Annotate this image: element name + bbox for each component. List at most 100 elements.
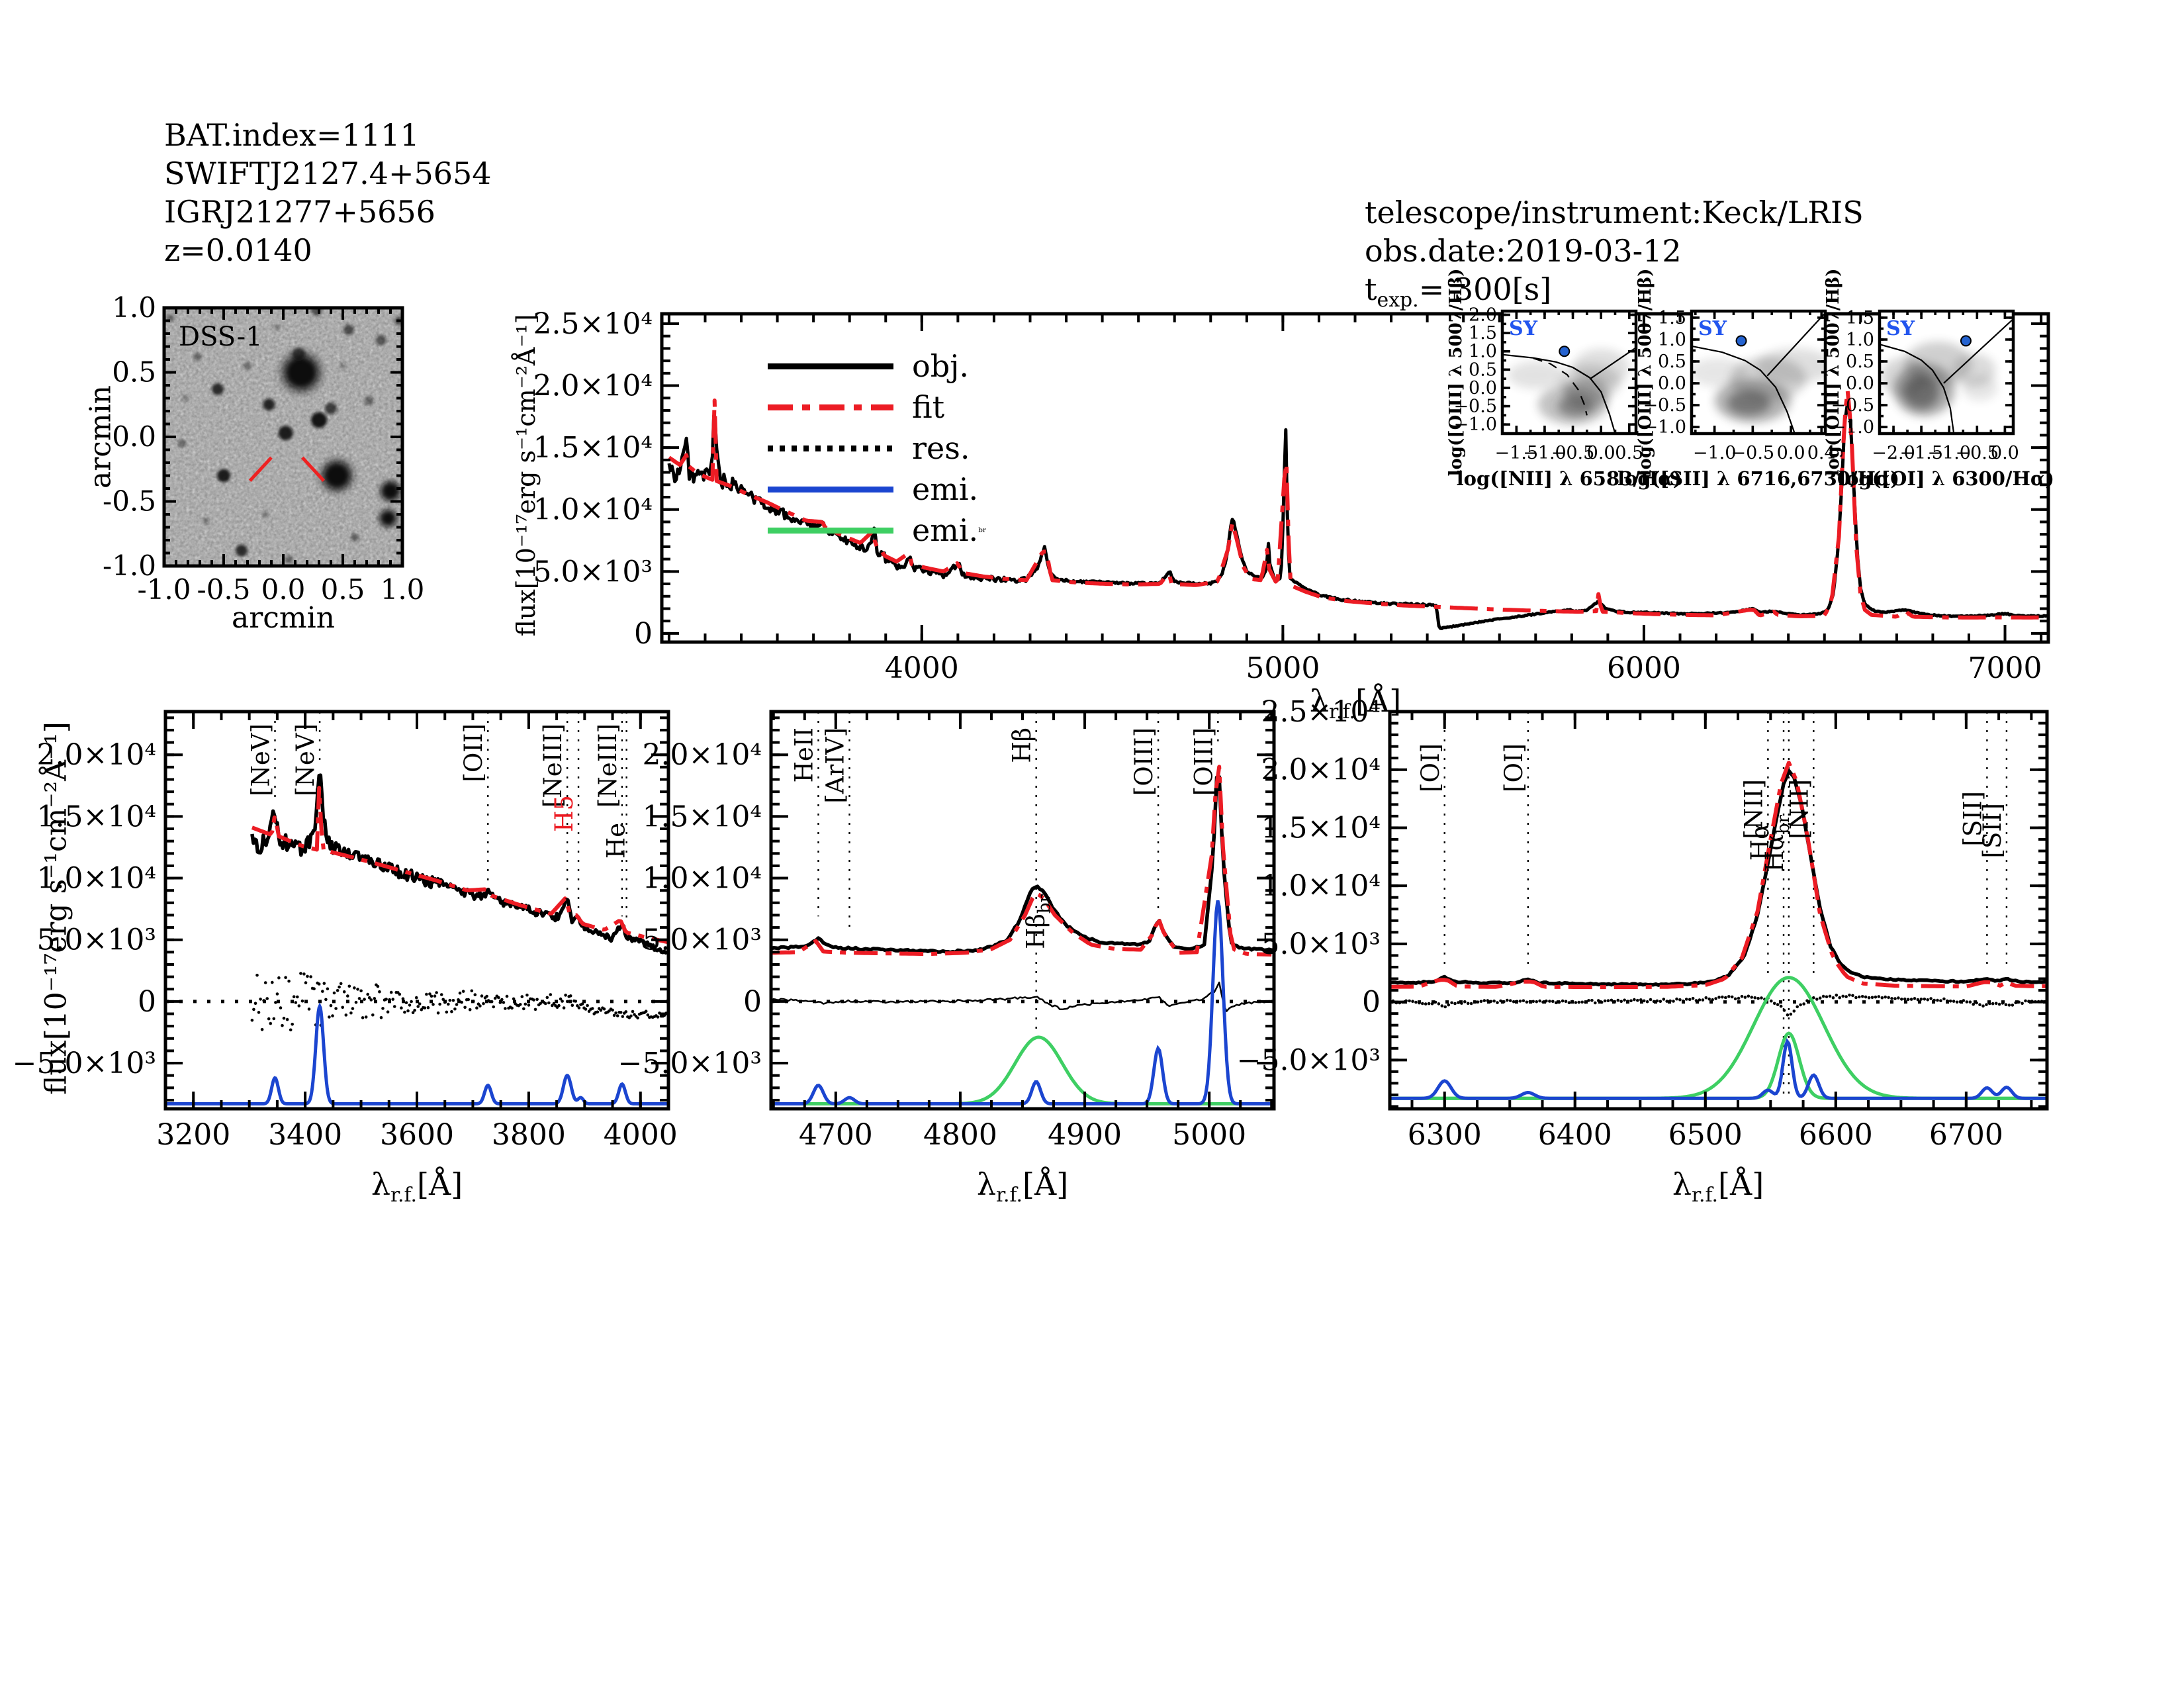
emission-line-label: [NII]: [1739, 779, 1768, 839]
bpt-y-tick: −0.5: [1453, 397, 1497, 417]
legend-item-res: res.: [768, 428, 970, 469]
series-fit: [668, 389, 2047, 620]
bpt-y-tick: −0.5: [1831, 395, 1874, 416]
source-point: [1559, 346, 1570, 357]
dss-y-tick: 1.0: [112, 291, 156, 324]
dss-x-tick: -0.5: [197, 573, 251, 606]
star-blob: [351, 534, 359, 542]
y-tick-label: 0: [743, 985, 762, 1019]
dss-xlabel: arcmin: [231, 601, 336, 635]
y-tick-label: 1.0×10⁴: [533, 493, 653, 527]
series-obj: [1390, 769, 2047, 987]
bpt-ylabel: log([OIII] λ 5007/Hβ): [1635, 269, 1655, 477]
y-tick-label: −5.0×10³: [1237, 1043, 1381, 1077]
series-res: [771, 981, 1274, 1012]
bpt-y-tick: 2.0: [1469, 305, 1497, 326]
bpt-y-tick: 1.0: [1469, 342, 1497, 362]
x-tick-label: 6400: [1538, 1118, 1612, 1152]
emission-line-label: [OI]: [1416, 743, 1445, 792]
star-blob: [182, 395, 189, 402]
emission-line-label: [NeV]: [247, 724, 275, 796]
legend-item-obj: obj.: [768, 346, 969, 387]
legend-item-emi: emi.: [768, 469, 978, 510]
density-cloud: [1881, 357, 1929, 397]
emission-line-label: [NII]: [1785, 779, 1813, 839]
legend-swatch: [768, 486, 893, 492]
emission-line-label: Hβbr: [1021, 894, 1054, 949]
bpt-y-tick: 1.5: [1469, 323, 1497, 344]
demarcation-curve: [1943, 318, 2013, 384]
star-blob: [262, 511, 269, 518]
y-tick-label: 5.0×10³: [37, 923, 156, 957]
y-tick-label: 5.0×10³: [533, 555, 653, 588]
bpt-x-tick: 0.4: [1807, 443, 1836, 463]
emission-line-label: [ArIV]: [821, 727, 850, 804]
star-blob: [193, 353, 202, 361]
bpt-ylabel: log([OIII] λ 5007/Hβ): [1446, 269, 1466, 477]
legend-label: fit: [912, 389, 945, 425]
demarcation-curve: [1766, 312, 1825, 377]
x-tick-label: 6700: [1929, 1118, 2003, 1152]
series-fit: [251, 786, 668, 945]
legend-item-emi: emi. br: [768, 510, 986, 551]
bpt-y-tick: 1.5: [1658, 308, 1686, 328]
series-fit: [771, 765, 1272, 957]
emission-line-label: [NeV]: [291, 724, 320, 796]
x-tick-label: 5000: [1246, 651, 1320, 685]
bpt-oi: SY−2.0−1.5−1.0−0.50.01.51.00.50.0−0.5−1.…: [1823, 269, 2054, 490]
bpt-ylabel: log([OIII] λ 5007/Hβ): [1823, 269, 1843, 477]
bottom-flux-ylabel: flux[10⁻¹⁷erg s⁻¹cm⁻²Å⁻¹]: [39, 722, 73, 1095]
demarcation-curve: [1692, 345, 1796, 434]
target-marker: [300, 456, 326, 482]
bpt-x-tick: 0.0: [1587, 443, 1615, 463]
y-tick-label: −5.0×10³: [618, 1047, 762, 1080]
igr-name: IGRJ21277+5656: [164, 194, 435, 230]
exposure-time: texp.= 300[s]: [1365, 271, 1552, 312]
bpt-xlabel: log([NII] λ 6583/Hα): [1457, 467, 1682, 490]
y-tick-label: 1.5×10⁴: [37, 800, 156, 833]
density-cloud: [1962, 374, 1998, 401]
y-tick-label: −5.0×10³: [13, 1047, 156, 1080]
bpt-x-tick: −2.0: [1872, 443, 1915, 463]
y-tick-label: 5.0×10³: [1261, 927, 1381, 961]
series-emi: [1390, 1038, 2047, 1100]
emission-line-label: Hα: [1746, 823, 1774, 861]
emission-line-label: [NeIII]: [539, 724, 567, 808]
legend-label-sub: br: [978, 526, 986, 534]
star-blob: [278, 426, 293, 441]
star-blob: [375, 334, 387, 346]
redshift: z=0.0140: [164, 232, 312, 268]
star-blob: [285, 555, 293, 564]
dss-x-tick: 0.5: [321, 573, 365, 606]
swift-name: SWIFTJ2127.4+5654: [164, 156, 492, 191]
panel-hbeta-xlabel: λr.f.[Å]: [976, 1166, 1069, 1207]
y-tick-label: 1.5×10⁴: [533, 431, 653, 465]
bpt-y-tick: 0.0: [1469, 378, 1497, 399]
bpt-y-tick: 1.5: [1846, 308, 1874, 328]
series-emi-br-wide: [1390, 976, 2047, 1100]
bpt-x-tick: 0.5: [1615, 443, 1643, 463]
x-tick-label: 6600: [1799, 1118, 1873, 1152]
bpt-x-tick: −0.5: [1731, 443, 1775, 463]
emission-line-label: [NeIII]: [594, 724, 622, 808]
bpt-nii: SY−1.5−1.0−0.50.0 0.52.01.51.00.50.0−0.5−…: [1446, 269, 1682, 490]
x-tick-label: 4800: [923, 1118, 997, 1152]
legend-swatch: [768, 445, 893, 451]
emission-line-label: [SII]: [1958, 791, 1987, 846]
bpt-x-tick: 0.0: [1991, 443, 2019, 463]
emission-line-label: [OI]: [1500, 743, 1528, 792]
bpt-y-tick: 0.5: [1658, 352, 1686, 372]
bpt-y-tick: 0.5: [1846, 352, 1874, 372]
bpt-y-tick: 0.0: [1846, 373, 1874, 394]
star-blob: [279, 350, 324, 395]
emission-line-label: [SII]: [1978, 803, 2007, 858]
series-obj: [250, 773, 668, 955]
bpt-x-tick: −1.0: [1693, 443, 1737, 463]
source-point: [1960, 335, 1972, 347]
main-xlabel: λr.f.[Å]: [1309, 683, 1402, 724]
bpt-x-tick: −1.5: [1899, 443, 1943, 463]
star-blob: [381, 481, 400, 501]
legend-swatch: [768, 363, 893, 369]
demarcation-curve: [1589, 347, 1636, 380]
